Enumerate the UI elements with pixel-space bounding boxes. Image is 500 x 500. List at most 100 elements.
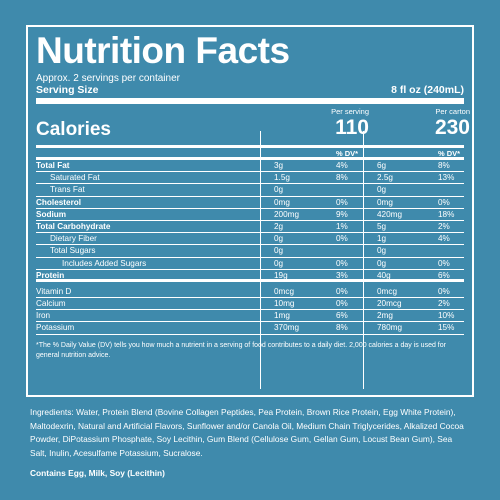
serving-dv: 0% [336,286,348,296]
carton-dv: 8% [438,161,450,170]
serving-size-value: 8 fl oz (240mL) [391,84,464,96]
serving-dv: 8% [336,173,348,183]
table-row: Protein 19g 3% 40g 6% [36,270,464,282]
carton-amount: 420mg [377,209,403,219]
serving-amount: 2g [274,221,284,231]
carton-dv: 0% [438,258,450,268]
serving-amount: 200mg [274,209,300,219]
table-row: Sodium 200mg 9% 420mg 18% [36,209,464,221]
calories-per-serving: 110 [335,116,369,139]
nutrient-name: Includes Added Sugars [62,258,147,268]
carton-amount: 0g [377,246,387,256]
serving-amount: 370mg [274,323,300,333]
carton-dv: 18% [438,209,455,219]
carton-amount: 780mg [377,323,403,333]
table-row: Calcium 10mg 0% 20mcg 2% [36,298,464,311]
serving-dv: 9% [336,209,348,219]
table-row: Saturated Fat 1.5g 8% 2.5g 13% [36,172,464,185]
serving-dv: 0% [336,299,348,309]
serving-dv: 0% [336,258,348,268]
carton-amount: 6g [377,161,387,170]
carton-dv: 2% [438,221,450,231]
divider-serving [260,131,261,389]
carton-amount: 2.5g [377,173,393,183]
nutrient-name: Iron [36,311,51,321]
allergen-statement: Contains Egg, Milk, Soy (Lecithin) [30,468,165,478]
carton-amount: 0mcg [377,286,398,296]
nutrient-table: Total Fat 3g 4% 6g 8% Saturated Fat 1.5g 8% 2.5g… [36,160,464,335]
serving-amount: 0mg [274,197,290,207]
nutrition-title: Nutrition Facts [36,30,290,71]
nutrient-name: Calcium [36,299,66,309]
serving-amount: 0g [274,258,284,268]
carton-dv: 0% [438,197,450,207]
carton-amount: 0mg [377,197,393,207]
carton-dv: 10% [438,311,455,321]
serving-amount: 1.5g [274,173,290,183]
table-row: Total Fat 3g 4% 6g 8% [36,160,464,173]
carton-dv: 0% [438,286,450,296]
nutrient-name: Potassium [36,323,75,333]
serving-dv: 0% [336,234,348,244]
serving-size-row: Serving Size 8 fl oz (240mL) [36,84,464,104]
calories-label: Calories [36,119,111,140]
carton-amount: 2mg [377,311,393,321]
serving-amount: 1mg [274,311,290,321]
per-serving-header: Per serving 110 [269,107,369,140]
nutrient-name: Saturated Fat [50,173,100,183]
calories-row: Calories Per serving 110 Per carton 230 [36,104,470,148]
serving-dv: 4% [336,161,348,170]
servings-per-container: Approx. 2 servings per container [36,73,180,84]
carton-amount: 40g [377,270,391,280]
dv-footnote: *The % Daily Value (DV) tells you how mu… [36,341,446,359]
table-row: Potassium 370mg 8% 780mg 15% [36,322,464,335]
nutrient-name: Cholesterol [36,197,82,207]
table-row: Vitamin D 0mcg 0% 0mcg 0% [36,286,464,299]
table-row: Cholesterol 0mg 0% 0mg 0% [36,197,464,209]
carton-dv: 13% [438,173,455,183]
nutrient-name: Trans Fat [50,185,85,195]
serving-amount: 3g [274,161,284,170]
carton-dv: 4% [438,234,450,244]
serving-amount: 0g [274,185,284,195]
nutrient-name: Total Sugars [50,246,96,256]
serving-dv: 0% [336,197,348,207]
table-row: Trans Fat 0g 0g [36,184,464,197]
serving-dv: 8% [336,323,348,333]
nutrient-name: Protein [36,270,65,280]
carton-dv: 6% [438,270,450,280]
carton-dv: 15% [438,323,455,333]
serving-amount: 0mcg [274,286,295,296]
table-row: Includes Added Sugars 0g 0% 0g 0% [36,258,464,270]
nutrient-name: Sodium [36,209,67,219]
nutrition-facts-panel: Nutrition Facts Approx. 2 servings per c… [26,25,474,397]
table-row: Dietary Fiber 0g 0% 1g 4% [36,233,464,246]
serving-amount: 10mg [274,299,295,309]
serving-dv: 6% [336,311,348,321]
per-carton-header: Per carton 230 [370,107,470,140]
serving-size-label: Serving Size [36,84,99,96]
carton-amount: 5g [377,221,387,231]
serving-amount: 0g [274,246,284,256]
serving-dv: 3% [336,270,348,280]
calories-per-carton: 230 [434,116,470,139]
carton-dv: 2% [438,299,450,309]
ingredients-text: Ingredients: Water, Protein Blend (Bovin… [30,407,464,458]
dv-header-row: % DV* % DV* [36,148,464,160]
nutrient-name: Total Fat [36,161,70,170]
nutrient-name: Vitamin D [36,286,72,296]
table-row: Total Carbohydrate 2g 1% 5g 2% [36,221,464,234]
nutrient-name: Dietary Fiber [50,234,97,244]
serving-dv: 1% [336,221,348,231]
dv-header-carton: % DV* [438,149,461,158]
nutrient-name: Total Carbohydrate [36,221,111,231]
per-carton-label: Per carton [435,107,470,116]
carton-amount: 0g [377,258,387,268]
table-row: Total Sugars 0g 0g [36,245,464,258]
carton-amount: 1g [377,234,387,244]
per-serving-label: Per serving [331,107,369,116]
divider-carton [363,131,364,389]
serving-amount: 19g [274,270,288,280]
carton-amount: 0g [377,185,387,195]
serving-amount: 0g [274,234,284,244]
